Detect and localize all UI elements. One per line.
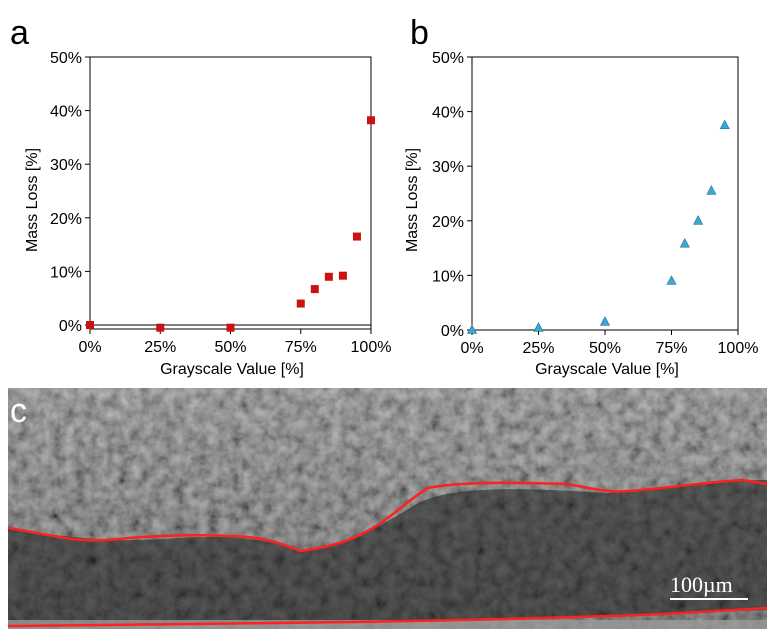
panel-a-letter: a: [10, 14, 29, 52]
chart-b-point: [533, 322, 544, 332]
chart-b-marks: 0% 25% 50% 75% 100% 0% 10% 20% 30% 40% 50%: [432, 50, 758, 357]
chart-b-xtick-label: 25%: [522, 340, 554, 357]
chart-b-point: [467, 324, 477, 334]
chart-a-point: [296, 299, 305, 308]
chart-b-frame: [471, 56, 739, 331]
chart-a-point: [310, 285, 319, 294]
chart-a-ytick-label: 50%: [50, 50, 82, 67]
chart-a-ytick-label: 30%: [50, 157, 82, 174]
chart-a-xtick-label: 50%: [214, 339, 246, 356]
chart-a-point: [324, 272, 333, 281]
sem-layer-body: [8, 480, 767, 626]
chart-b-ytick-label: 0%: [441, 323, 464, 340]
chart-b-xtick-label: 75%: [655, 340, 687, 357]
chart-a-point: [86, 321, 94, 329]
chart-a-xtick-label: 75%: [285, 339, 317, 356]
scale-bar-line: [670, 598, 748, 600]
chart-b-xtick-label: 0%: [460, 340, 483, 357]
chart-b-ytick-label: 10%: [432, 268, 464, 285]
chart-b: 0% 25% 50% 75% 100% 0% 10% 20% 30% 40% 50% Graysca…: [404, 50, 758, 378]
chart-a-ylabel: Mass Loss [%]: [24, 148, 41, 252]
chart-a-xlabel: Grayscale Value [%]: [160, 361, 304, 378]
panel-b-letter: b: [410, 14, 429, 52]
chart-a: 0% 25% 50% 75% 100% 0% 10% 20% 30% 40% 50% Graysca…: [24, 50, 391, 378]
chart-b-point: [600, 316, 610, 326]
chart-a-point: [226, 323, 235, 332]
chart-a-point: [352, 232, 361, 241]
chart-b-ylabel: Mass Loss [%]: [404, 148, 421, 252]
sem-top-boundary-line: [8, 478, 767, 553]
chart-b-point: [706, 185, 717, 195]
chart-a-ytick-label: 40%: [50, 104, 82, 121]
chart-a-point: [367, 116, 375, 125]
chart-b-ytick-label: 50%: [432, 50, 464, 67]
chart-a-xtick-label: 25%: [144, 339, 176, 356]
chart-b-xtick-label: 50%: [589, 340, 621, 357]
chart-b-ytick-label: 40%: [432, 105, 464, 122]
chart-b-xlabel: Grayscale Value [%]: [535, 361, 679, 378]
chart-canvas: a b 0% 25% 50% 75% 100% 0% 10% 20% 30% 40% 50% Gra…: [10, 14, 758, 378]
sem-substrate: [8, 620, 767, 629]
chart-a-ytick-label: 20%: [50, 211, 82, 228]
chart-b-xtick-label: 100%: [718, 340, 759, 357]
chart-b-ytick-label: 30%: [432, 159, 464, 176]
chart-b-point: [679, 238, 690, 248]
chart-a-xtick-label: 100%: [351, 339, 392, 356]
chart-a-ytick-label: 0%: [59, 318, 82, 335]
chart-a-marks: 0% 25% 50% 75% 100% 0% 10% 20% 30% 40% 50%: [50, 50, 391, 356]
chart-b-point: [693, 215, 704, 225]
sem-micrograph: [8, 388, 767, 629]
chart-a-frame: [89, 56, 372, 330]
chart-b-point: [719, 119, 730, 130]
panel-c-letter: c: [10, 392, 27, 430]
chart-a-point: [338, 271, 347, 280]
chart-a-xtick-label: 0%: [78, 339, 101, 356]
chart-a-point: [156, 323, 165, 332]
scale-bar-label: 100µm: [670, 572, 733, 597]
chart-b-point: [666, 275, 677, 285]
sem-bottom-boundary-line: [8, 606, 767, 628]
chart-a-ytick-label: 10%: [50, 264, 82, 281]
chart-b-ytick-label: 20%: [432, 214, 464, 231]
